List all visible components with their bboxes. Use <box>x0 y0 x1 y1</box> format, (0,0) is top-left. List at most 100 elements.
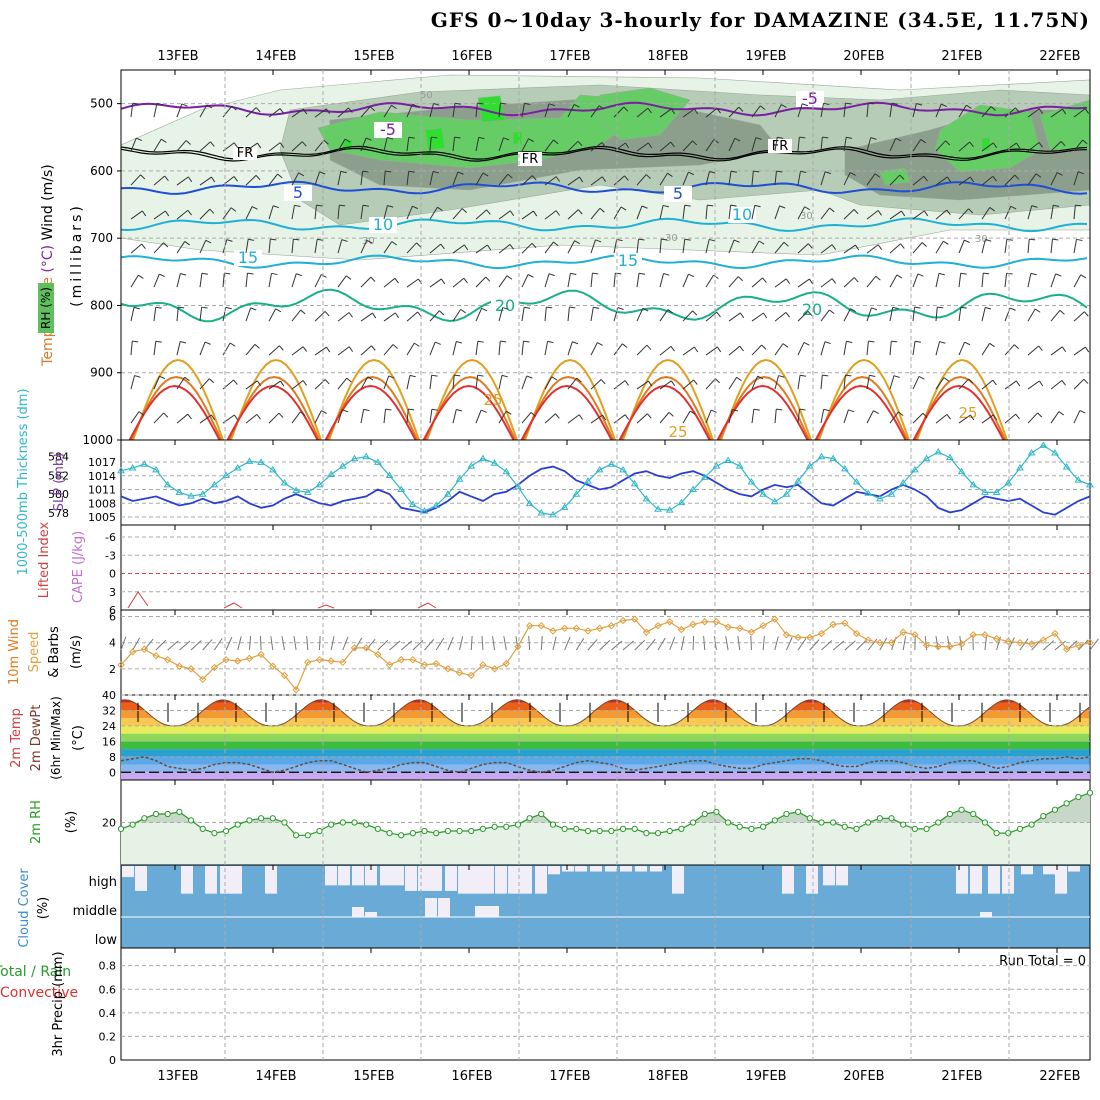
wind-barb <box>595 239 602 243</box>
wind-barb <box>1027 345 1039 356</box>
wind-barb <box>958 273 962 288</box>
wind-barb <box>155 306 162 309</box>
thickness-marker <box>572 490 581 497</box>
warm-layer-isotherm <box>622 358 714 441</box>
cloud-gap-high <box>1055 866 1067 894</box>
isotherm-label: 5 <box>293 183 303 202</box>
wind10m-marker <box>315 655 324 664</box>
wind-barb <box>1073 346 1086 356</box>
wind-barb <box>809 278 814 285</box>
thickness-marker <box>724 456 732 463</box>
wind-barb <box>187 176 193 183</box>
wind10m-barb <box>424 639 435 651</box>
wind-barb <box>734 137 741 142</box>
wind-barb <box>1050 172 1058 186</box>
wind-barb <box>485 276 491 282</box>
wind-barb <box>501 374 508 378</box>
cloud-gap-high <box>122 866 134 878</box>
wind-barb <box>966 104 972 109</box>
wind-barb <box>363 408 370 412</box>
wind-barb <box>1009 307 1016 311</box>
rh2m-marker <box>491 823 498 830</box>
cloud-gap-high <box>806 866 818 894</box>
rh2m-marker <box>900 821 907 828</box>
wind-barb <box>180 340 187 344</box>
wind-barb <box>705 311 718 322</box>
thickness-marker <box>1074 476 1083 483</box>
wind10m-marker <box>128 648 137 656</box>
wind-barb <box>452 375 455 390</box>
thickness-marker <box>1051 448 1059 456</box>
wind-barb <box>360 205 364 220</box>
thickness-marker <box>362 452 371 460</box>
wind-barb <box>387 205 394 208</box>
wind-barb <box>707 204 714 207</box>
thickness-marker <box>607 460 616 467</box>
wind-barb <box>531 175 537 181</box>
wind-barb <box>521 210 534 220</box>
cloud-gap-high <box>458 866 470 894</box>
wind10m-barbs-label: & Barbs <box>47 626 62 678</box>
svg-text:Speed: Speed <box>27 632 42 673</box>
wind-barb <box>751 105 761 118</box>
wind-barb <box>613 175 625 186</box>
wind-barb <box>866 137 872 152</box>
wind-barb <box>981 142 994 152</box>
wind-barb <box>1004 206 1012 220</box>
wind-barb <box>753 408 760 411</box>
wind-barb <box>891 340 898 343</box>
thickness-marker <box>163 480 172 488</box>
wind-barb <box>705 171 710 186</box>
wind-barb <box>776 170 783 173</box>
label-bg <box>491 298 519 314</box>
isotherm-label: -5 <box>802 89 818 108</box>
wind-barb <box>797 103 803 118</box>
wind-barb <box>659 205 664 220</box>
wind-barb <box>617 307 624 310</box>
wind10m-barb <box>797 638 807 651</box>
cloud-gap-high <box>380 866 392 886</box>
label-bg <box>234 250 262 266</box>
wind-barb <box>688 171 695 176</box>
cloud-gap-high <box>782 866 794 894</box>
wind10m-unit-label: (m/s) <box>69 635 84 669</box>
date-label-bottom: 22FEB <box>1039 1069 1080 1084</box>
wind-barb <box>968 208 974 214</box>
wind-barb <box>391 104 397 110</box>
wind-barb <box>1027 108 1040 118</box>
temp-color-band <box>121 772 1090 780</box>
wind-barb <box>544 210 557 220</box>
wind-barb <box>187 413 192 420</box>
wind-barb <box>533 210 538 217</box>
wind-barb <box>682 310 693 322</box>
wind-barb <box>362 204 369 207</box>
wind-barb <box>797 206 806 220</box>
slp-tick-label: 1008 <box>88 497 116 510</box>
wind-barb <box>820 207 830 220</box>
wind-barb <box>1058 411 1065 416</box>
wind10m-marker <box>1027 640 1036 648</box>
rh2m-marker <box>117 825 125 832</box>
wind-barb <box>663 273 670 276</box>
thickness-marker <box>268 465 277 473</box>
wind-barb <box>130 375 136 390</box>
wind-barb <box>130 411 140 424</box>
wind-barb <box>866 103 869 118</box>
wind-barb <box>616 238 623 242</box>
wind10m-barb <box>1054 640 1067 651</box>
wind-barb <box>981 379 994 390</box>
wind-barb <box>1006 238 1013 241</box>
wind-barb <box>475 409 482 424</box>
thickness-marker <box>689 485 697 493</box>
wind-barb <box>153 103 158 118</box>
wind-barb <box>647 142 653 149</box>
thickness-marker <box>1062 463 1071 470</box>
wind10m-marker <box>397 655 405 664</box>
wind-barb <box>579 176 584 183</box>
wind10m-barb <box>587 639 598 651</box>
wind10m-marker <box>829 620 837 629</box>
wind-barb <box>914 306 921 309</box>
wind-barb <box>487 244 492 251</box>
wind-barb <box>871 307 878 311</box>
cloud-unit-label: (%) <box>36 897 51 920</box>
